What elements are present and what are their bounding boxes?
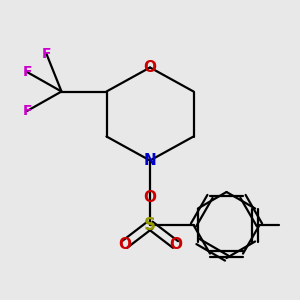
Text: N: N [144,153,156,168]
Text: O: O [143,60,157,75]
Text: S: S [144,216,156,234]
Text: F: F [22,104,32,118]
Text: O: O [143,190,157,206]
Text: F: F [42,47,51,61]
Text: O: O [118,237,131,252]
Text: F: F [22,65,32,79]
Text: O: O [169,237,182,252]
